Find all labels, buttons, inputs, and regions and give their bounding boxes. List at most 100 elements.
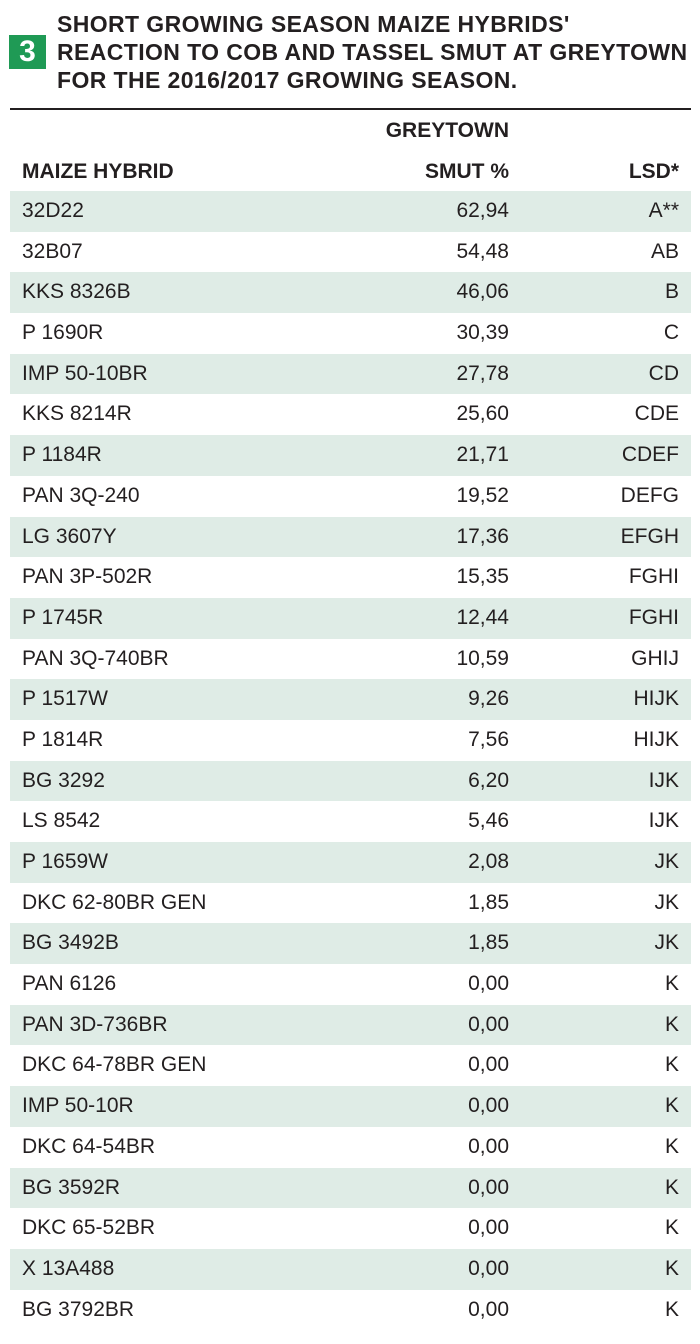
smut-cell: 54,48 [456,239,509,263]
hybrid-cell: PAN 6126 [22,972,117,996]
table-row: BG 3492B 1,85 JK [10,923,691,965]
table-row: KKS 8214R 25,60 CDE [10,394,691,435]
table-row: PAN 6126 0,00 K [10,964,691,1005]
hybrid-column-header: MAIZE HYBRID [22,160,174,183]
table-row: PAN 3Q-240 19,52 DEFG [10,476,691,517]
smut-cell: 0,00 [468,1297,509,1321]
title-divider [10,108,691,110]
lsd-cell: HIJK [633,727,679,751]
hybrid-cell: P 1659W [22,850,108,873]
lsd-cell: K [664,1053,679,1077]
table-row: KKS 8326B 46,06 B [10,272,691,314]
hybrid-cell: P 1745R [22,605,104,629]
hybrid-cell: P 1690R [22,321,104,345]
hybrid-cell: PAN 3Q-240 [22,483,140,507]
hybrid-cell: DKC 64-78BR GEN [22,1053,207,1077]
hybrid-cell: BG 3592R [22,1175,121,1199]
lsd-cell: FGHI [628,565,679,589]
table-number-badge: 3 [9,35,46,69]
lsd-cell: AB [650,239,679,263]
table-row: DKC 65-52BR 0,00 K [10,1208,691,1249]
lsd-cell: A** [648,199,679,222]
lsd-cell: GHIJ [631,646,679,670]
hybrid-cell: IMP 50-10BR [22,361,148,385]
table-row: BG 3792BR 0,00 K [10,1290,691,1331]
table-row: 32B07 54,48 AB [10,232,691,273]
smut-cell: 15,35 [456,565,509,589]
smut-cell: 25,60 [456,402,509,426]
smut-cell: 10,59 [456,646,509,670]
smut-cell: 1,85 [468,890,509,914]
lsd-cell: C [663,321,679,345]
hybrid-cell: BG 3292 [22,768,105,792]
lsd-cell: IJK [648,809,679,833]
hybrid-cell: IMP 50-10R [22,1094,134,1118]
smut-cell: 19,52 [456,483,509,507]
table-row: P 1814R 7,56 HIJK [10,720,691,761]
table-title-block: 3 SHORT GROWING SEASON MAIZE HYBRIDS' RE… [0,0,700,108]
lsd-cell: EFGH [620,524,679,548]
lsd-cell: JK [654,890,679,914]
smut-cell: 0,00 [468,1256,509,1280]
table-row: DKC 64-54BR 0,00 K [10,1127,691,1168]
lsd-cell: K [664,1175,679,1199]
smut-cell: 21,71 [456,443,509,467]
lsd-cell: IJK [648,768,679,792]
smut-column-header: SMUT % [425,160,509,183]
table-row: DKC 64-78BR GEN 0,00 K [10,1045,691,1086]
lsd-cell: HIJK [633,687,679,711]
table-row: PAN 3Q-740BR 10,59 GHIJ [10,639,691,680]
lsd-cell: K [664,1216,679,1240]
smut-cell: 30,39 [456,321,509,345]
lsd-cell: K [664,972,679,996]
smut-cell: 0,00 [468,972,509,996]
table-row: BG 3592R 0,00 K [10,1167,691,1209]
table-row: LS 8542 5,46 IJK [10,801,691,842]
table-row: IMP 50-10BR 27,78 CD [10,353,691,395]
table-row: P 1690R 30,39 C [10,313,691,354]
hybrid-cell: P 1814R [22,727,104,751]
smut-cell: 0,00 [468,1053,509,1077]
lsd-cell: CDEF [621,443,679,467]
lsd-cell: CDE [634,402,679,426]
lsd-column-header: LSD* [628,160,679,183]
smut-cell: 0,00 [468,1012,509,1036]
hybrid-cell: KKS 8214R [22,402,132,426]
hybrid-cell: P 1517W [22,687,108,711]
smut-cell: 27,78 [456,361,509,385]
hybrid-cell: X 13A488 [22,1256,115,1280]
location-header: GREYTOWN [385,119,509,142]
lsd-cell: B [664,280,679,304]
table-row: PAN 3P-502R 15,35 FGHI [10,557,691,598]
lsd-cell: FGHI [628,605,679,629]
hybrid-cell: DKC 65-52BR [22,1216,156,1240]
smut-cell: 0,00 [468,1216,509,1240]
hybrid-cell: DKC 62-80BR GEN [22,890,207,914]
hybrid-cell: 32B07 [22,239,83,263]
table-row: BG 3292 6,20 IJK [10,760,691,802]
smut-cell: 17,36 [456,524,509,548]
table-row: DKC 62-80BR GEN 1,85 JK [10,883,691,924]
lsd-cell: JK [654,850,679,873]
table-row: X 13A488 0,00 K [10,1248,691,1290]
smut-cell: 0,00 [468,1175,509,1199]
hybrid-cell: LS 8542 [22,809,101,833]
hybrid-cell: 32D22 [22,199,84,222]
table-row: P 1517W 9,26 HIJK [10,679,691,720]
hybrid-cell: BG 3492B [22,931,119,955]
hybrid-cell: PAN 3P-502R [22,565,153,589]
table-row: IMP 50-10R 0,00 K [10,1086,691,1127]
smut-cell: 7,56 [468,727,509,751]
smut-cell: 1,85 [468,931,509,955]
lsd-cell: JK [654,931,679,955]
smut-cell: 62,94 [456,199,509,222]
hybrid-cell: PAN 3D-736BR [22,1012,168,1036]
smut-cell: 9,26 [468,687,509,711]
hybrid-cell: LG 3607Y [22,524,117,548]
smut-cell: 2,08 [468,850,509,873]
hybrid-cell: DKC 64-54BR [22,1134,156,1158]
smut-cell: 0,00 [468,1094,509,1118]
hybrid-cell: P 1184R [22,443,102,467]
table-header: GREYTOWN MAIZE HYBRID SMUT % LSD* [10,110,691,191]
smut-cell: 12,44 [456,605,509,629]
